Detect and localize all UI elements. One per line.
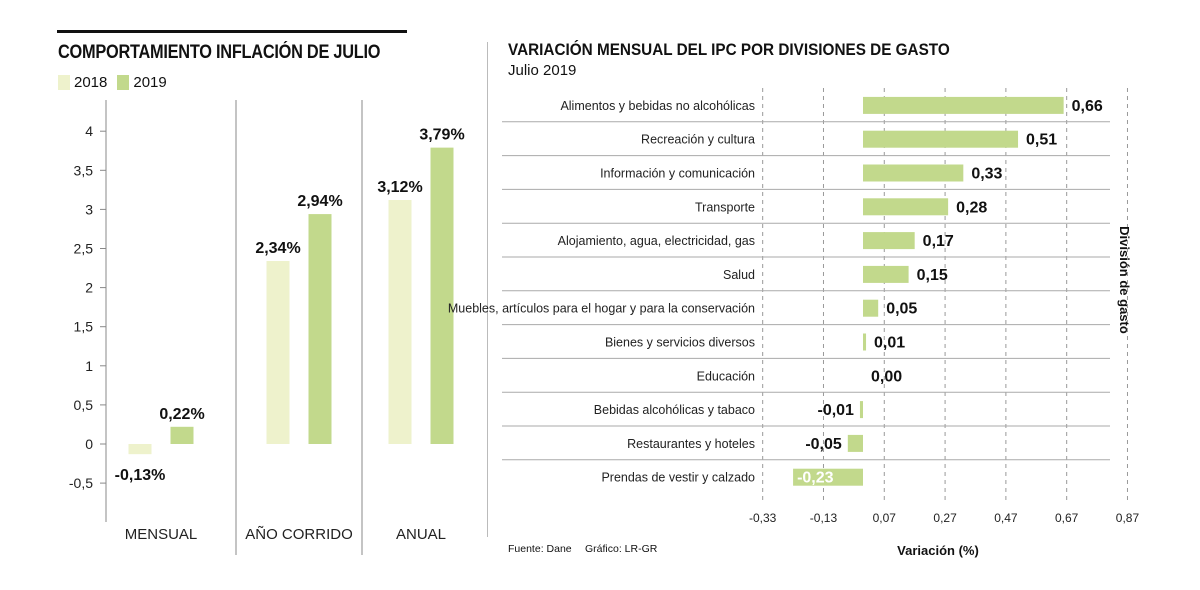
bar-value-label: 2,34% <box>255 240 300 257</box>
category-label: Prendas de vestir y calzado <box>601 471 755 485</box>
bar-value-label: 3,79% <box>419 127 464 144</box>
left-chart-title: COMPORTAMIENTO INFLACIÓN DE JULIO <box>58 42 381 63</box>
division-bar-7 <box>863 333 867 351</box>
category-label: Recreación y cultura <box>641 133 755 147</box>
division-bar-0 <box>863 96 1064 114</box>
right-chart-subtitle: Julio 2019 <box>508 62 577 79</box>
legend-swatch-2019 <box>117 75 130 90</box>
division-value-label: 0,66 <box>1072 98 1103 115</box>
division-bar-10 <box>847 434 863 452</box>
bar-2018-1 <box>266 261 290 444</box>
division-bar-11 <box>793 468 863 486</box>
division-value-label: 0,15 <box>917 267 948 284</box>
inflation-bar-chart: -0,5 0 0,5 1 1,5 2 2,5 3 3,5 4 -0,13% 0,22% MENSUAL 2… <box>69 100 465 555</box>
x-tick-label: 0,27 <box>933 511 957 525</box>
x-tick-label: -0,33 <box>749 511 777 525</box>
title-rule <box>57 30 407 33</box>
y-tick-label: 2 <box>85 280 93 296</box>
y-tick-label: -0,5 <box>69 475 93 491</box>
division-value-label: 0,01 <box>874 335 905 352</box>
y-tick-label: 2,5 <box>74 241 94 257</box>
y-tick-label: 1 <box>85 358 93 374</box>
category-label: Información y comunicación <box>600 167 755 181</box>
division-bar-1 <box>863 130 1019 148</box>
bar-value-label: 3,12% <box>377 179 422 196</box>
y-tick-label: 3 <box>85 201 93 217</box>
x-category-label: MENSUAL <box>125 526 198 543</box>
division-value-label: 0,05 <box>886 301 917 318</box>
division-value-label: -0,23 <box>797 470 834 487</box>
x-category-label: AÑO CORRIDO <box>245 526 353 543</box>
source-note: Fuente: Dane <box>508 543 572 555</box>
legend: 2018 2019 <box>58 74 177 91</box>
division-bar-4 <box>863 232 915 250</box>
bar-2019-0 <box>170 426 194 444</box>
legend-label-2018: 2018 <box>74 74 108 91</box>
category-label: Muebles, artículos para el hogar y para … <box>448 302 755 316</box>
bar-value-label: -0,13% <box>115 467 166 484</box>
bar-2018-2 <box>388 200 412 444</box>
y-tick-label: 1,5 <box>74 319 94 335</box>
y-tick-label: 3,5 <box>74 162 94 178</box>
category-label: Restaurantes y hoteles <box>627 437 755 451</box>
category-label: Educación <box>697 369 755 383</box>
legend-item-2019: 2019 <box>117 74 167 91</box>
y-tick-label: 4 <box>85 123 93 139</box>
bar-value-label: 2,94% <box>297 193 342 210</box>
credit-note: Gráfico: LR-GR <box>585 543 658 555</box>
panel-divider <box>487 42 488 537</box>
division-value-label: -0,05 <box>805 436 842 453</box>
category-label: Salud <box>723 268 755 282</box>
x-tick-label: 0,67 <box>1055 511 1079 525</box>
division-bar-2 <box>863 164 964 182</box>
x-axis-title: Variación (%) <box>897 543 979 558</box>
y-axis-title: División de gasto <box>1117 226 1132 334</box>
y-tick-label: 0,5 <box>74 397 94 413</box>
division-value-label: 0,33 <box>971 166 1002 183</box>
division-value-label: 0,28 <box>956 199 987 216</box>
legend-item-2018: 2018 <box>58 74 107 91</box>
bar-2019-1 <box>308 214 332 444</box>
category-label: Alojamiento, agua, electricidad, gas <box>558 234 755 248</box>
division-bar-3 <box>863 198 949 216</box>
bar-2019-2 <box>430 147 454 444</box>
category-label: Alimentos y bebidas no alcohólicas <box>560 99 755 113</box>
division-bar-5 <box>863 265 909 283</box>
division-value-label: 0,51 <box>1026 132 1057 149</box>
division-bar-6 <box>863 299 879 317</box>
division-value-label: 0,00 <box>871 368 902 385</box>
bar-2018-0 <box>128 444 152 455</box>
division-bar-9 <box>859 401 863 419</box>
x-tick-label: -0,13 <box>810 511 838 525</box>
division-value-label: -0,01 <box>817 402 854 419</box>
category-label: Transporte <box>695 200 755 214</box>
x-tick-label: 0,87 <box>1116 511 1140 525</box>
x-category-label: ANUAL <box>396 526 446 543</box>
x-tick-label: 0,47 <box>994 511 1018 525</box>
category-label: Bebidas alcohólicas y tabaco <box>594 403 755 417</box>
right-chart-title: VARIACIÓN MENSUAL DEL IPC POR DIVISIONES… <box>508 40 950 59</box>
division-value-label: 0,17 <box>923 233 954 250</box>
category-label: Bienes y servicios diversos <box>605 336 755 350</box>
y-tick-label: 0 <box>85 436 93 452</box>
legend-swatch-2018 <box>58 75 70 90</box>
bar-value-label: 0,22% <box>159 406 204 423</box>
legend-label-2019: 2019 <box>133 74 167 91</box>
x-tick-label: 0,07 <box>873 511 897 525</box>
